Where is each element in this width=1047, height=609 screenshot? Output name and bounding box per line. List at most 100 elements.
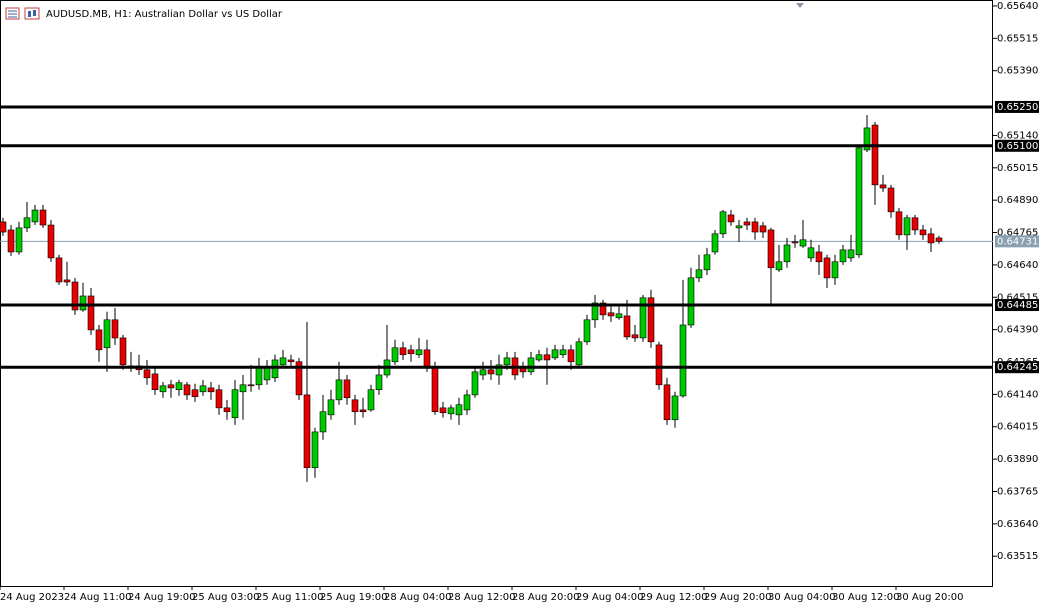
- candle-body: [879, 184, 887, 189]
- candle-body: [767, 229, 775, 269]
- candle-body: [919, 229, 927, 236]
- y-tick-label: 0.64015: [997, 422, 1038, 433]
- candle-body: [223, 407, 231, 413]
- candle-body: [807, 247, 815, 259]
- candle-body: [71, 281, 79, 311]
- level-label: 0.65250: [997, 102, 1038, 113]
- candle-body: [671, 395, 679, 421]
- candle-body: [615, 313, 623, 319]
- candle-body: [0, 221, 7, 233]
- candle-body: [335, 379, 343, 401]
- candle-body: [207, 387, 215, 393]
- candle-body: [255, 367, 263, 386]
- x-tick-label: 24 Aug 19:00: [128, 592, 195, 603]
- plot-frame: [0, 0, 993, 587]
- y-tick-label: 0.65140: [997, 130, 1038, 141]
- candle-body: [607, 312, 615, 317]
- candle-body: [103, 319, 111, 349]
- x-tick-label: 29 Aug 20:00: [704, 592, 771, 603]
- candle-body: [31, 209, 39, 223]
- icon-bar: [33, 10, 36, 16]
- candle-body: [327, 399, 335, 416]
- x-tick-label: 30 Aug 12:00: [832, 592, 899, 603]
- candle-body: [887, 187, 895, 213]
- candle-body: [63, 279, 71, 283]
- candle-body: [95, 329, 103, 351]
- candle-body: [55, 257, 63, 283]
- candle-body: [7, 229, 15, 253]
- last-price-box: [995, 235, 1039, 248]
- level-label: 0.64245: [997, 362, 1038, 373]
- candle-body: [783, 244, 791, 263]
- candle-body: [791, 241, 799, 244]
- x-tick-label: 25 Aug 19:00: [320, 592, 387, 603]
- candle-body: [647, 297, 655, 343]
- x-tick-label: 28 Aug 04:00: [384, 592, 451, 603]
- y-tick-label: 0.65390: [997, 66, 1038, 77]
- candle-body: [359, 409, 367, 413]
- candle-body: [823, 257, 831, 279]
- candle-body: [503, 357, 511, 366]
- candle-body: [143, 369, 151, 379]
- candle-body: [295, 361, 303, 396]
- candle-body: [447, 407, 455, 415]
- candle-body: [679, 324, 687, 397]
- candle-body: [535, 354, 543, 361]
- y-tick-label: 0.64640: [997, 260, 1038, 271]
- level-label: 0.65100: [997, 141, 1038, 152]
- y-tick-label: 0.64390: [997, 325, 1038, 336]
- candle-body: [847, 249, 855, 259]
- candle-body: [495, 364, 503, 376]
- candle-body: [151, 373, 159, 391]
- candle-body: [415, 349, 423, 356]
- x-tick-label: 28 Aug 20:00: [512, 592, 579, 603]
- candle-body: [47, 224, 55, 259]
- y-tick-label: 0.63515: [997, 551, 1038, 562]
- candle-body: [287, 359, 295, 363]
- candle-body: [399, 347, 407, 356]
- x-tick-label: 29 Aug 04:00: [576, 592, 643, 603]
- last-price-label: 0.64731: [997, 236, 1038, 247]
- x-tick-label: 24 Aug 2023: [0, 592, 64, 603]
- candle-body: [15, 227, 23, 253]
- candle-body: [407, 349, 415, 355]
- candle-body: [479, 369, 487, 376]
- candle-body: [247, 384, 255, 387]
- level-label-box: [995, 361, 1039, 374]
- candle-body: [583, 319, 591, 343]
- x-tick-label: 29 Aug 12:00: [640, 592, 707, 603]
- candle-body: [375, 374, 383, 391]
- candle-body: [775, 261, 783, 271]
- candle-body: [727, 214, 735, 223]
- icon-chart: [24, 7, 40, 20]
- candle-body: [39, 209, 47, 226]
- y-tick-label: 0.63640: [997, 519, 1038, 530]
- candle-body: [655, 344, 663, 386]
- candle-body: [687, 277, 695, 326]
- candle-body: [455, 404, 463, 416]
- candle-body: [367, 389, 375, 411]
- level-label-box: [995, 299, 1039, 312]
- candle-body: [111, 319, 119, 339]
- candle-body: [239, 384, 247, 393]
- candle-body: [719, 211, 727, 235]
- candle-body: [23, 217, 31, 229]
- candle-body: [311, 431, 319, 468]
- candle-body: [863, 127, 871, 151]
- candle-body: [799, 239, 807, 247]
- y-tick-label: 0.64515: [997, 292, 1038, 303]
- candle-body: [711, 233, 719, 253]
- candle-body: [279, 357, 287, 366]
- candle-body: [175, 382, 183, 391]
- candle-body: [695, 269, 703, 279]
- y-tick-label: 0.64890: [997, 195, 1038, 206]
- candle-body: [183, 384, 191, 396]
- y-tick-label: 0.65515: [997, 33, 1038, 44]
- y-tick-label: 0.63765: [997, 486, 1038, 497]
- level-label: 0.64485: [997, 300, 1038, 311]
- candle-body: [231, 389, 239, 418]
- icon-bar: [28, 11, 31, 17]
- candle-body: [439, 407, 447, 414]
